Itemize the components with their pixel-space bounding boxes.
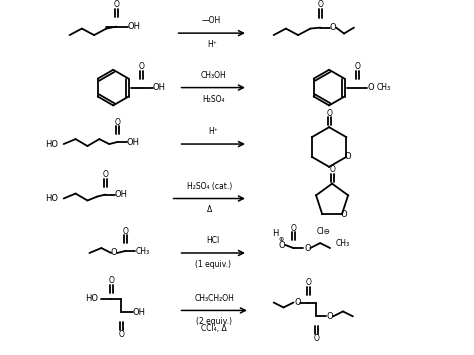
Text: CH₃CH₂OH: CH₃CH₂OH: [194, 294, 234, 302]
Text: CH₃OH: CH₃OH: [201, 71, 226, 80]
Text: H⁺: H⁺: [207, 40, 217, 49]
Text: CH₃: CH₃: [376, 83, 391, 92]
Text: O: O: [291, 224, 297, 233]
Text: O: O: [103, 170, 109, 179]
Text: OH: OH: [152, 83, 165, 92]
Text: ⊕: ⊕: [279, 237, 284, 242]
Text: O: O: [367, 83, 374, 92]
Text: (1 equiv.): (1 equiv.): [195, 260, 231, 269]
Text: O: O: [341, 209, 347, 219]
Text: OH: OH: [127, 137, 139, 147]
Text: OH: OH: [115, 190, 128, 199]
Text: O: O: [330, 23, 337, 32]
Text: H: H: [273, 229, 279, 238]
Text: O: O: [115, 118, 120, 127]
Text: O: O: [109, 276, 115, 285]
Text: HO: HO: [46, 140, 58, 148]
Text: HO: HO: [46, 194, 58, 203]
Text: O: O: [345, 152, 352, 162]
Text: O: O: [114, 0, 119, 9]
Text: O: O: [118, 330, 125, 339]
Text: O: O: [327, 109, 333, 118]
Text: OH: OH: [128, 22, 141, 31]
Text: CH₃: CH₃: [136, 246, 150, 256]
Text: —OH: —OH: [202, 16, 221, 25]
Text: O: O: [278, 241, 285, 250]
Text: O: O: [318, 0, 324, 9]
Text: O: O: [111, 248, 118, 257]
Text: CH₃: CH₃: [336, 239, 350, 247]
Text: Δ: Δ: [207, 206, 212, 214]
Text: (2 equiv.): (2 equiv.): [196, 317, 232, 326]
Text: HO: HO: [85, 294, 98, 303]
Text: O: O: [123, 227, 128, 236]
Text: O: O: [304, 244, 310, 252]
Text: CCl₄, Δ: CCl₄, Δ: [201, 324, 227, 333]
Text: HCl: HCl: [207, 236, 220, 245]
Text: O: O: [138, 62, 145, 71]
Text: H₂SO₄: H₂SO₄: [202, 94, 225, 104]
Text: Cl⊖: Cl⊖: [316, 227, 330, 236]
Text: H⁺: H⁺: [208, 127, 218, 136]
Text: H₂SO₄ (cat.): H₂SO₄ (cat.): [187, 182, 232, 191]
Text: O: O: [329, 165, 336, 174]
Text: O: O: [327, 312, 333, 321]
Text: O: O: [314, 334, 319, 343]
Text: O: O: [355, 62, 360, 71]
Text: OH: OH: [132, 308, 146, 317]
Text: O: O: [294, 298, 301, 307]
Text: O: O: [306, 278, 312, 287]
